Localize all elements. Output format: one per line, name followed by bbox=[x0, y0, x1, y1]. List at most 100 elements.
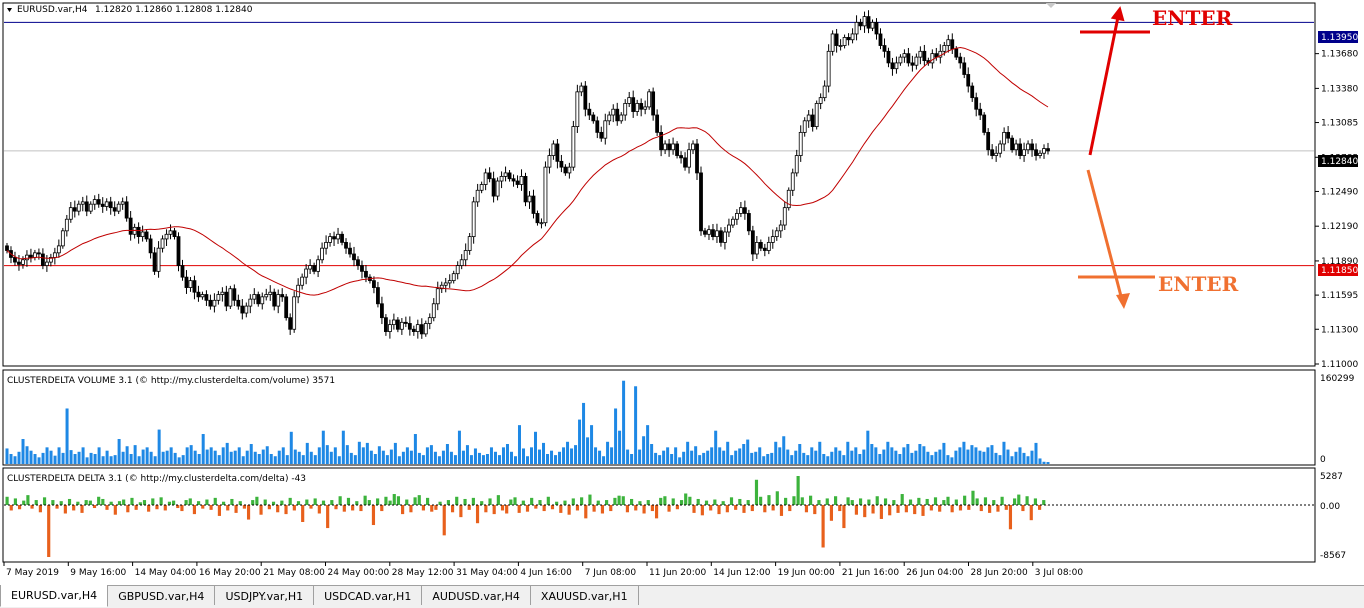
volume-bar bbox=[722, 451, 725, 464]
delta-bar-negative bbox=[39, 505, 42, 512]
candle-body bbox=[947, 40, 950, 46]
volume-bar bbox=[98, 447, 101, 464]
volume-bar bbox=[130, 454, 133, 464]
delta-bar-positive bbox=[339, 496, 342, 505]
volume-bar bbox=[478, 453, 481, 464]
delta-bar-negative bbox=[180, 505, 183, 511]
volume-bar bbox=[378, 446, 381, 464]
candle-body bbox=[161, 239, 164, 248]
tab-eurusd[interactable]: EURUSD.var,H4 bbox=[0, 585, 108, 607]
main-panel-frame bbox=[3, 3, 1315, 366]
candle-body bbox=[500, 176, 503, 181]
candle-body bbox=[971, 86, 974, 98]
volume-bar bbox=[702, 453, 705, 464]
candle-body bbox=[799, 132, 802, 155]
volume-bar bbox=[278, 451, 281, 464]
delta-bar-positive bbox=[68, 499, 71, 505]
delta-bar-negative bbox=[484, 505, 487, 512]
candle-body bbox=[763, 248, 766, 250]
delta-bar-positive bbox=[197, 501, 200, 505]
delta-bar-negative bbox=[609, 505, 612, 511]
delta-bar-negative bbox=[959, 505, 962, 510]
delta-bar-positive bbox=[955, 500, 958, 505]
delta-bar-positive bbox=[984, 497, 987, 505]
tab-usdcad[interactable]: USDCAD.var,H1 bbox=[314, 586, 422, 605]
delta-bar-positive bbox=[572, 498, 575, 505]
volume-bar bbox=[258, 454, 261, 464]
delta-bar-positive bbox=[355, 501, 358, 505]
delta-bar-negative bbox=[459, 505, 462, 517]
volume-bar bbox=[882, 450, 885, 464]
candle-body bbox=[85, 202, 88, 211]
candle-body bbox=[771, 237, 774, 243]
volume-bar bbox=[554, 455, 557, 464]
volume-bar bbox=[842, 455, 845, 464]
delta-bar-negative bbox=[880, 505, 883, 519]
delta-bar-positive bbox=[447, 500, 450, 505]
volume-bar bbox=[34, 454, 37, 464]
tab-usdjpy[interactable]: USDJPY.var,H1 bbox=[215, 586, 314, 605]
volume-bar bbox=[214, 451, 217, 464]
candle-body bbox=[185, 277, 188, 287]
chart-window[interactable]: EURUSD.var,H4 1.12820 1.12860 1.12808 1.… bbox=[0, 0, 1364, 583]
volume-bar bbox=[558, 452, 561, 464]
candle-body bbox=[277, 295, 280, 307]
delta-bar-positive bbox=[776, 491, 779, 505]
volume-bar bbox=[682, 452, 685, 464]
delta-bar-positive bbox=[189, 498, 192, 505]
volume-bar bbox=[406, 447, 409, 464]
candle-body bbox=[903, 54, 906, 57]
delta-bar-negative bbox=[772, 505, 775, 510]
delta-bar-positive bbox=[455, 497, 458, 505]
volume-bar bbox=[314, 455, 317, 464]
volume-bar bbox=[366, 443, 369, 464]
tab-audusd[interactable]: AUDUSD.var,H4 bbox=[422, 586, 531, 605]
delta-bar-negative bbox=[301, 505, 304, 522]
candle-body bbox=[205, 295, 208, 301]
delta-bar-positive bbox=[143, 500, 146, 505]
candle-body bbox=[229, 289, 232, 306]
candle-body bbox=[835, 34, 838, 46]
candle-body bbox=[588, 109, 591, 115]
tab-gbpusd[interactable]: GBPUSD.var,H4 bbox=[108, 586, 215, 605]
candle-body bbox=[767, 242, 770, 250]
volume-bar bbox=[926, 452, 929, 464]
candle-body bbox=[468, 237, 471, 251]
candle-body bbox=[1019, 144, 1022, 156]
delta-bar-positive bbox=[1034, 498, 1037, 505]
delta-bar-negative bbox=[921, 505, 924, 516]
delta-bar-negative bbox=[742, 505, 745, 513]
volume-bar bbox=[1018, 447, 1021, 464]
volume-bar bbox=[222, 447, 225, 464]
delta-bar-positive bbox=[6, 497, 9, 505]
delta-bar-negative bbox=[667, 505, 670, 512]
delta-bar-negative bbox=[309, 505, 312, 509]
delta-bar-positive bbox=[876, 496, 879, 505]
volume-bar bbox=[630, 454, 633, 464]
delta-bar-positive bbox=[801, 497, 804, 505]
time-axis-label: 21 Jun 16:00 bbox=[842, 568, 899, 578]
candle-body bbox=[628, 98, 631, 104]
volume-bar bbox=[466, 445, 469, 464]
delta-bar-positive bbox=[255, 497, 258, 505]
delta-bar-positive bbox=[659, 498, 662, 505]
candle-body bbox=[428, 318, 431, 324]
time-axis-label: 7 Jun 08:00 bbox=[585, 568, 637, 578]
candle-body bbox=[137, 227, 140, 236]
candle-body bbox=[213, 300, 216, 306]
candle-body bbox=[325, 242, 328, 248]
tab-xauusd[interactable]: XAUUSD.var,H1 bbox=[531, 586, 639, 605]
volume-bar bbox=[126, 446, 129, 464]
volume-bar bbox=[950, 457, 953, 464]
volume-bar bbox=[210, 447, 213, 464]
delta-bar-negative bbox=[988, 505, 991, 513]
candle-body bbox=[261, 297, 264, 304]
volume-indicator-title: CLUSTERDELTA VOLUME 3.1 (© http://my.clu… bbox=[7, 376, 335, 386]
chart-canvas[interactable]: EURUSD.var,H4 1.12820 1.12860 1.12808 1.… bbox=[0, 0, 1364, 583]
delta-bar-negative bbox=[568, 505, 571, 515]
candle-body bbox=[676, 144, 679, 156]
volume-bar bbox=[186, 447, 189, 464]
volume-bar bbox=[734, 451, 737, 464]
candle-body bbox=[524, 176, 527, 201]
time-axis-label: 28 May 12:00 bbox=[392, 568, 454, 578]
